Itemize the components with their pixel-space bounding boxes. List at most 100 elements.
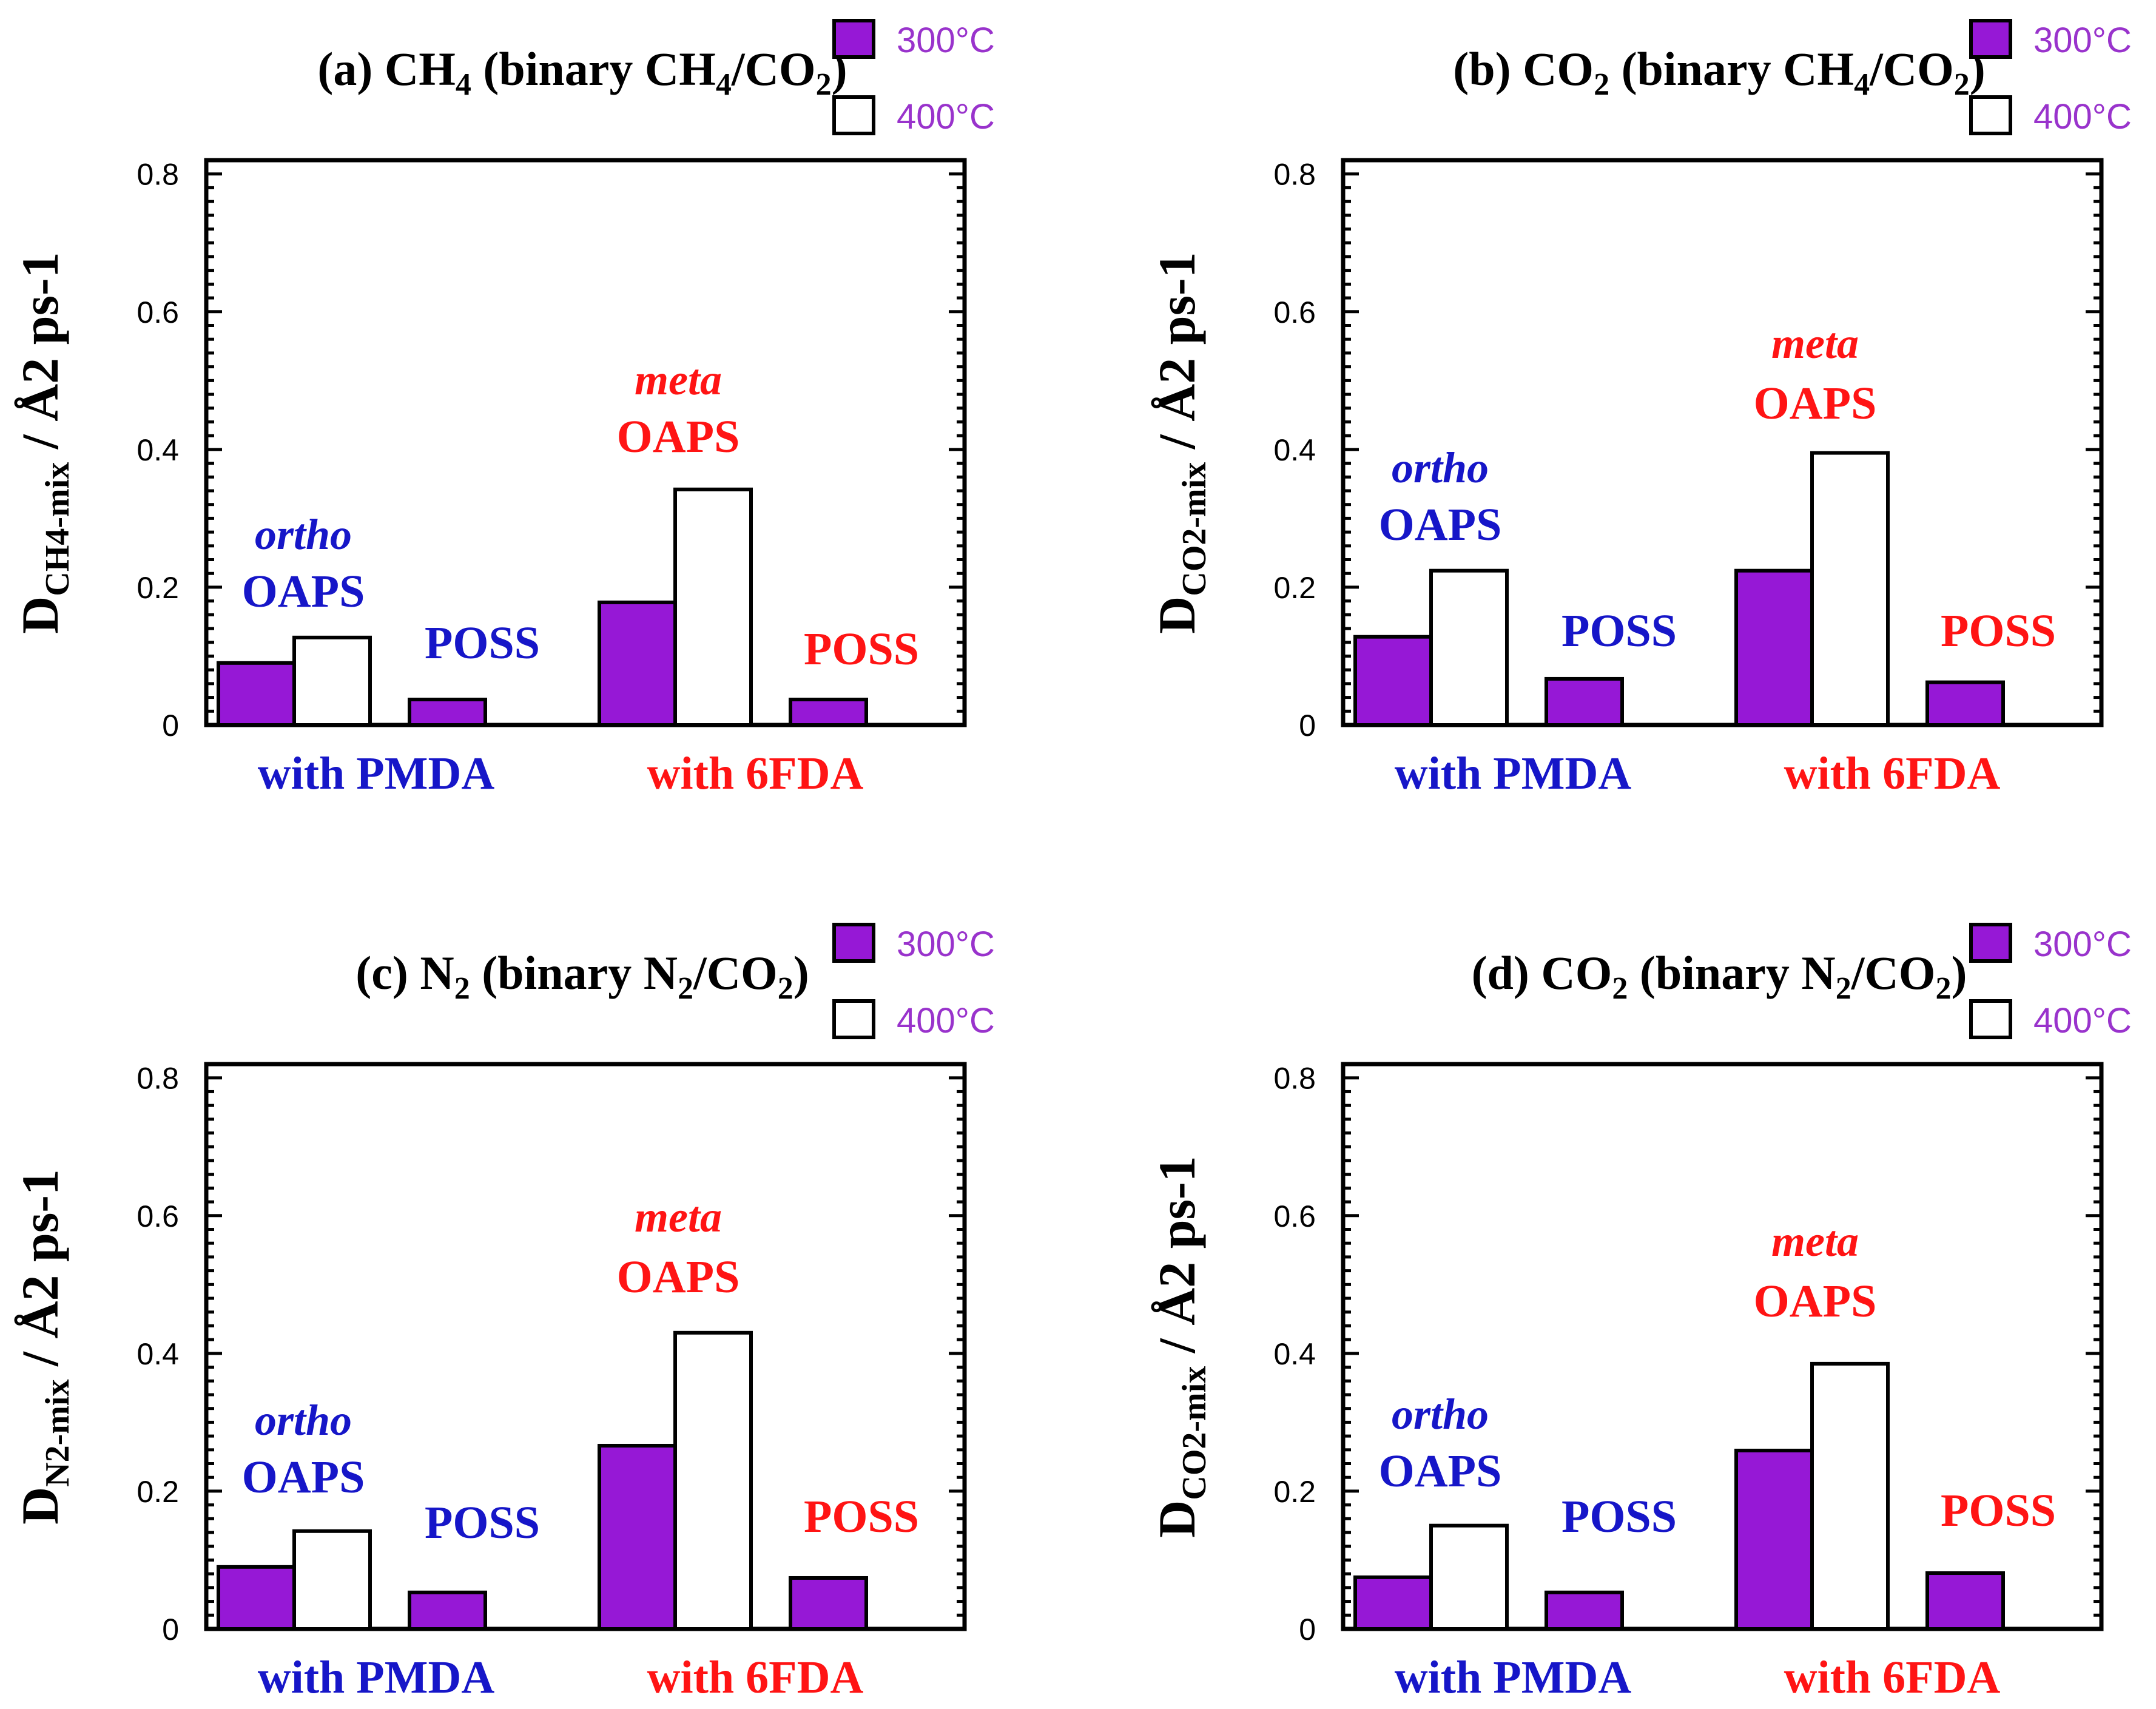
bar-300-cat4 [1925,1571,2005,1631]
bar-300-cat3 [598,600,677,727]
y-tick-label: 0.8 [1273,158,1316,192]
bar-400-cat3 [673,1330,753,1631]
bar-400-cat1 [1429,568,1509,727]
panel-b-title: (b) CO2 (binary CH4/CO2) [1453,42,1986,102]
legend-label-300: 300°C [897,925,995,964]
y-tick-label: 0 [1299,1613,1316,1647]
y-tick-label: 0.4 [136,433,179,467]
legend-swatch-400 [832,999,875,1039]
legend-swatch-300 [1969,19,2012,59]
panel-a-title: (a) CH4 (binary CH4/CO2) [317,42,847,102]
legend-label-300: 300°C [2033,21,2132,60]
bar-300-cat1 [1353,635,1433,727]
y-tick-label: 0.8 [136,158,179,192]
legend-swatch-300 [1969,923,2012,963]
legend-label-300: 300°C [2033,925,2132,964]
legend-swatch-400 [832,95,875,135]
legend-swatch-400 [1969,95,2012,135]
panel-b-y-axis-label: DCO2-mix / Å2 ps-1 [1148,252,1213,633]
bar-400-cat3 [673,487,753,727]
x-group-6fda: with 6FDA [1784,1652,2001,1703]
panel-c-title: (c) N2 (binary N2/CO2) [355,946,809,1006]
annotation-poss-pmda: POSS [1561,1491,1677,1542]
y-tick-label: 0.6 [136,1199,179,1233]
bar-300-cat4 [789,1576,868,1631]
annotation-meta-oaps: OAPS [617,1252,740,1303]
y-tick-label: 0.6 [1273,1199,1316,1233]
legend-label-400: 400°C [897,1001,995,1040]
annotation-poss-pmda: POSS [425,618,540,669]
panel-a: (a) CH4 (binary CH4/CO2) 300°C 400°C 0 0.2 0.… [11,19,995,799]
annotation-poss-6fda: POSS [804,1491,919,1542]
bar-300-cat4 [1925,680,2005,727]
x-group-pmda: with PMDA [258,748,495,799]
y-tick-label: 0.8 [136,1062,179,1096]
annotation-meta: meta [635,1193,722,1241]
bar-300-cat3 [1734,1448,1814,1631]
y-tick-label: 0 [162,1613,179,1647]
annotation-poss-6fda: POSS [1941,605,2056,656]
panel-c-axes-frame [204,1062,967,1631]
legend-swatch-400 [1969,999,2012,1039]
bar-400-cat1 [292,1529,372,1631]
panel-a-axes-frame [204,158,967,727]
annotation-meta-oaps: OAPS [1754,378,1877,429]
panel-b-axes-frame [1341,158,2104,727]
y-tick-label: 0.2 [1273,571,1316,605]
annotation-meta: meta [635,356,722,404]
annotation-poss-6fda: POSS [1941,1485,2056,1536]
legend-label-400: 400°C [2033,1001,2132,1040]
y-tick-label: 0.6 [136,295,179,329]
bar-300-cat3 [1734,568,1814,727]
annotation-ortho: ortho [255,510,352,559]
x-group-pmda: with PMDA [258,1652,495,1703]
annotation-ortho-oaps: OAPS [242,566,365,617]
y-tick-label: 0 [162,709,179,743]
y-tick-label: 0.4 [1273,1337,1316,1371]
bar-400-cat1 [1429,1523,1509,1631]
legend-label-300: 300°C [897,21,995,60]
panel-d-title: (d) CO2 (binary N2/CO2) [1472,946,1967,1006]
bar-300-cat4 [789,697,868,727]
bar-300-cat1 [217,661,296,727]
x-group-pmda: with PMDA [1395,748,1632,799]
x-group-6fda: with 6FDA [1784,748,2001,799]
legend-label-400: 400°C [2033,97,2132,137]
bar-300-cat2 [408,697,487,727]
bar-400-cat3 [1810,1361,1890,1631]
y-tick-label: 0.2 [136,1475,179,1509]
y-tick-label: 0.2 [136,571,179,605]
y-tick-label: 0.4 [136,1337,179,1371]
bar-300-cat2 [1545,676,1624,727]
x-group-6fda: with 6FDA [647,748,864,799]
annotation-ortho: ortho [255,1396,352,1444]
annotation-poss-pmda: POSS [425,1497,540,1548]
panel-c: (c) N2 (binary N2/CO2) 300°C 400°C 0 0.2 0.4 0… [11,923,995,1703]
x-group-6fda: with 6FDA [647,1652,864,1703]
bar-300-cat2 [1545,1590,1624,1631]
legend-swatch-300 [832,923,875,963]
bar-400-cat3 [1810,451,1890,727]
annotation-meta-oaps: OAPS [1754,1276,1877,1327]
annotation-ortho: ortho [1392,443,1489,492]
annotation-ortho-oaps: OAPS [1379,1446,1502,1497]
legend-label-400: 400°C [897,97,995,137]
bar-300-cat1 [1353,1575,1433,1631]
y-tick-label: 0.4 [1273,433,1316,467]
annotation-ortho-oaps: OAPS [1379,499,1502,550]
legend-swatch-300 [832,19,875,59]
x-group-pmda: with PMDA [1395,1652,1632,1703]
y-tick-label: 0.2 [1273,1475,1316,1509]
panel-d: (d) CO2 (binary N2/CO2) 300°C 400°C 0 0.2 0.4… [1148,923,2132,1703]
bar-400-cat1 [292,635,372,727]
bar-300-cat3 [598,1443,677,1631]
bar-300-cat2 [408,1590,487,1631]
panel-d-y-axis-label: DCO2-mix / Å2 ps-1 [1148,1156,1213,1537]
y-tick-label: 0.8 [1273,1062,1316,1096]
annotation-ortho: ortho [1392,1390,1489,1438]
annotation-meta: meta [1771,319,1859,368]
panel-d-axes-frame [1341,1062,2104,1631]
panel-b: (b) CO2 (binary CH4/CO2) 300°C 400°C 0 0.2 0.… [1148,19,2132,799]
annotation-poss-pmda: POSS [1561,605,1677,656]
